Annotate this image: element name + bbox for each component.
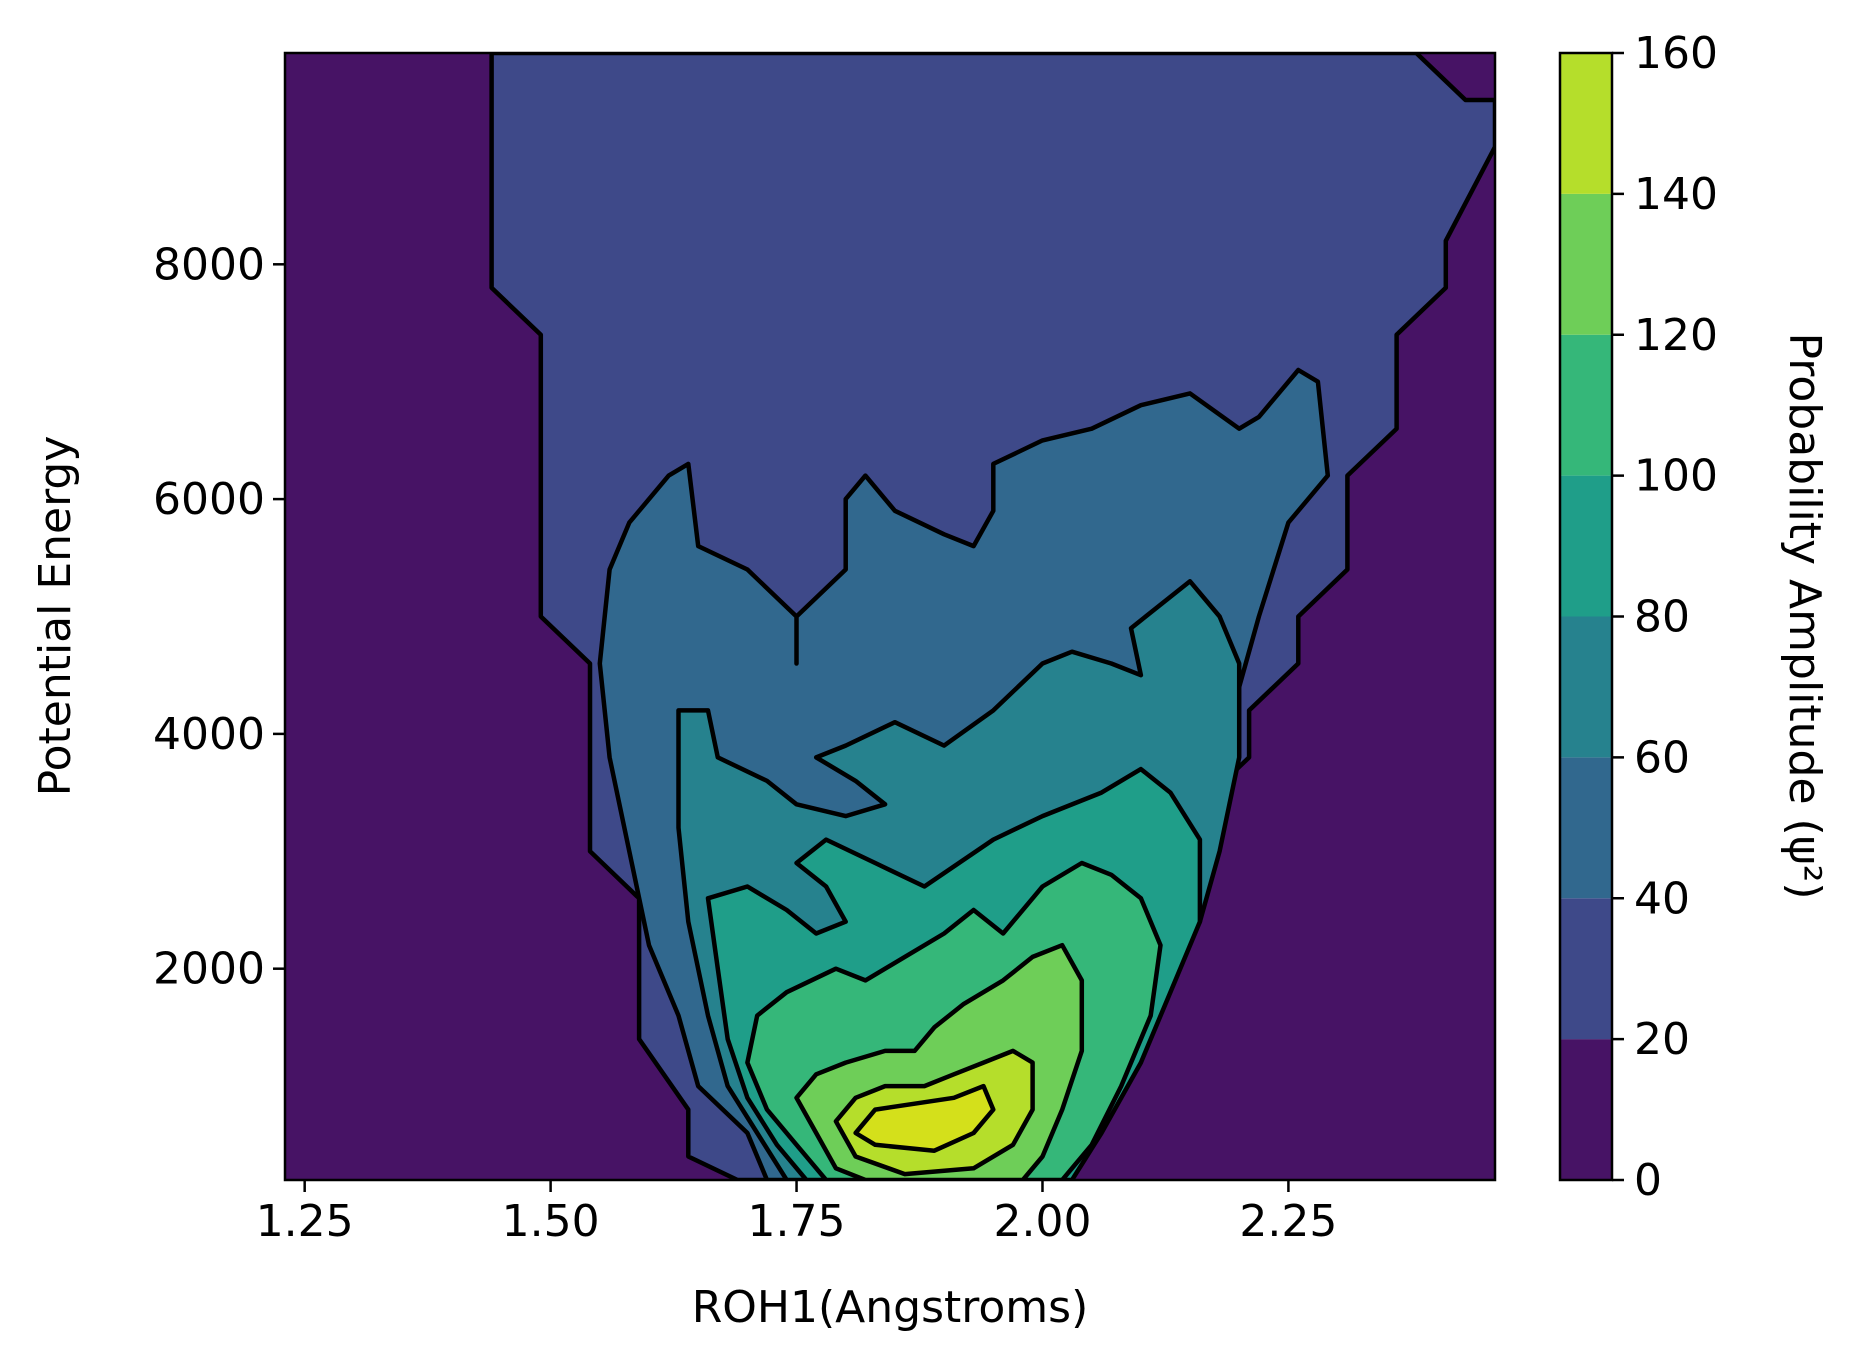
plot-frame	[283, 51, 1497, 1182]
colorbar-segment	[1560, 475, 1612, 617]
y-tick-label: 8000	[153, 239, 265, 290]
axes: 1.25 1.50 1.75 2.00 2.25 2000 4000 6000 8000	[153, 51, 1497, 1247]
colorbar-segment	[1560, 898, 1612, 1040]
x-tick-label: 2.00	[993, 1196, 1091, 1247]
y-tick-label: 6000	[153, 474, 265, 525]
colorbar-tick-label: 40	[1634, 873, 1690, 924]
x-tick-label: 1.50	[502, 1196, 600, 1247]
colorbar-tick-label: 60	[1634, 732, 1690, 783]
colorbar-tick-label: 140	[1634, 169, 1718, 220]
colorbar-tick-label: 160	[1634, 28, 1718, 79]
colorbar-tick-label: 100	[1634, 451, 1718, 502]
colorbar-segment	[1560, 1039, 1612, 1180]
colorbar-tick-label: 120	[1634, 310, 1718, 361]
colorbar-tick-label: 20	[1634, 1014, 1690, 1065]
x-tick-label: 1.25	[256, 1196, 354, 1247]
y-tick-label: 2000	[153, 944, 265, 995]
colorbar-segment	[1560, 334, 1612, 476]
contour-level-160	[853, 1083, 996, 1153]
colorbar-segment	[1560, 616, 1612, 758]
colorbar-segment	[1560, 193, 1612, 335]
x-tick-label: 1.75	[748, 1196, 846, 1247]
plot-area	[285, 53, 1495, 1180]
colorbar-label: Probability Amplitude (ψ²)	[1779, 332, 1830, 899]
y-axis-label: Potential Energy	[30, 436, 81, 797]
y-tick-label: 4000	[153, 709, 265, 760]
x-tick-label: 2.25	[1239, 1196, 1337, 1247]
colorbar-segment	[1560, 53, 1612, 194]
colorbar: 0 20 40 60 80 100 120 140 160	[1558, 28, 1718, 1206]
colorbar-tick-label: 0	[1634, 1155, 1662, 1206]
colorbar-segment	[1560, 757, 1612, 899]
colorbar-tick-label: 80	[1634, 592, 1690, 643]
x-axis-label: ROH1(Angstroms)	[692, 1282, 1089, 1333]
